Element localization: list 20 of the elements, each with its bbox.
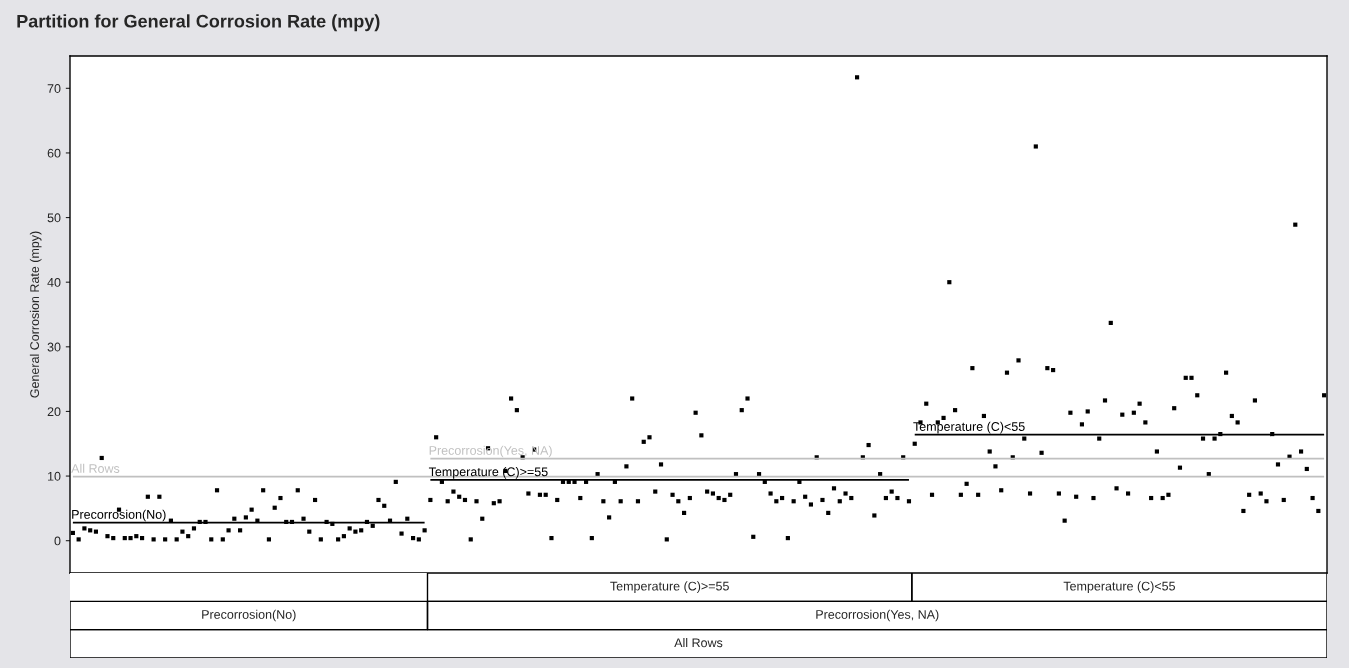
text: Temperature (C)<55 — [1063, 581, 1175, 593]
y-axis-title: General Corrosion Rate (mpy) — [29, 231, 42, 398]
series-label: Precorrosion(No) — [72, 509, 166, 522]
series-label: All Rows — [71, 463, 120, 473]
series-label: Precorrosion(Yes, NA) — [429, 445, 552, 458]
series-label: Temperature (C)>=55 — [428, 467, 548, 479]
y-tick-label: 30 — [47, 342, 61, 352]
y-tick-label: 50 — [47, 213, 61, 223]
y-tick-label: 40 — [47, 277, 61, 287]
text: Precorrosion(Yes, NA) — [816, 609, 939, 622]
y-tick-label: 20 — [47, 407, 61, 417]
y-tick-label: 70 — [47, 84, 61, 93]
series-label: Temperature (C)<55 — [913, 421, 1025, 434]
y-tick-label: 60 — [47, 148, 61, 158]
y-tick-label: 0 — [54, 536, 61, 546]
chart-title: Partition for General Corrosion Rate (mpy) — [17, 14, 380, 32]
text: All Rows — [674, 638, 723, 648]
text: Temperature (C)>=55 — [610, 581, 729, 593]
text: Precorrosion(No) — [202, 609, 296, 622]
y-tick-label: 10 — [48, 471, 61, 481]
